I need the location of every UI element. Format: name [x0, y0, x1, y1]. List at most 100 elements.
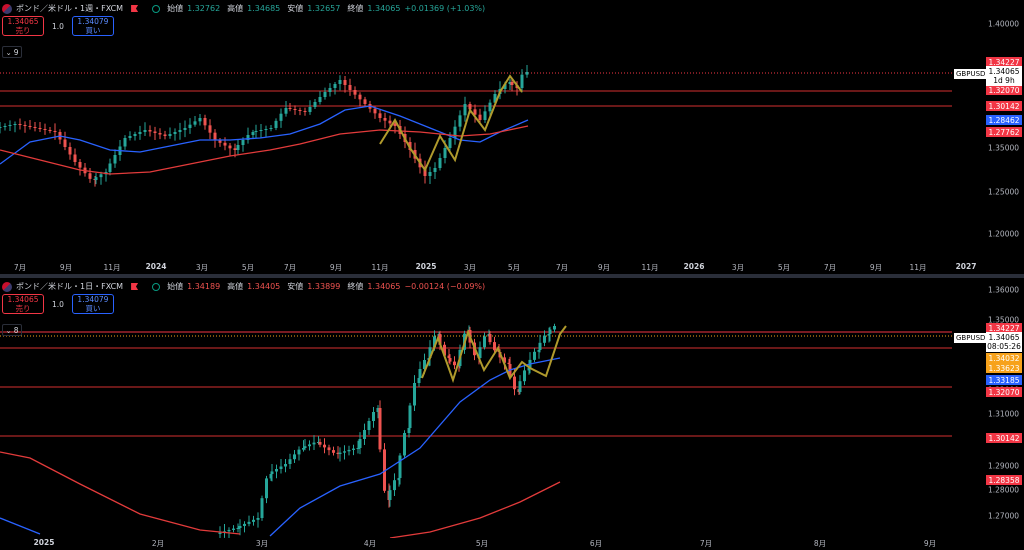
time-tick-label: 2025	[415, 262, 437, 271]
price-axis[interactable]: 1.40000 1.35000 1.25000 1.20000 1.34227 1.320…	[952, 0, 1024, 274]
candle-body	[503, 357, 506, 363]
candle-body	[318, 97, 322, 102]
candle-body	[533, 351, 536, 360]
candle-body	[488, 102, 492, 112]
time-tick-label: 5月	[475, 539, 489, 548]
time-tick-label: 5月	[507, 263, 521, 272]
candle-body	[23, 125, 27, 126]
candle-body	[383, 118, 387, 121]
sell-price: 1.34065	[7, 295, 39, 304]
flag-marker-icon[interactable]	[131, 5, 139, 12]
price-level-tag[interactable]: 1.34032	[986, 353, 1022, 363]
price-level-tag[interactable]: 1.27762	[986, 127, 1022, 137]
candle-body	[163, 134, 167, 136]
ohlc-low-label: 安値	[287, 282, 304, 291]
price-level-tag[interactable]: 1.28462	[986, 115, 1022, 125]
daily-candles-chart[interactable]	[0, 278, 952, 538]
sell-button[interactable]: 1.34065 売り	[2, 294, 44, 314]
candle-body	[418, 369, 422, 378]
candle-body	[447, 355, 451, 358]
price-level-tag[interactable]: 1.33185	[986, 375, 1022, 385]
time-tick-label: 2024	[145, 262, 167, 271]
candle-body	[158, 133, 162, 135]
candle-body	[448, 138, 452, 148]
time-axis[interactable]: 2025 2月 3月 4月 5月 6月 7月 8月 9月	[0, 538, 952, 550]
sell-button[interactable]: 1.34065 売り	[2, 16, 44, 36]
moving-average-slow	[0, 451, 241, 535]
ohlc-high-label: 高値	[227, 282, 244, 291]
candle-body	[243, 523, 246, 526]
candle-body	[188, 124, 192, 128]
candle-body	[378, 113, 382, 118]
buy-button[interactable]: 1.34079 買い	[71, 294, 114, 314]
candle-body	[358, 439, 362, 448]
candle-body	[218, 140, 222, 143]
candle-body	[443, 148, 447, 158]
candle-body	[302, 448, 305, 450]
price-tick-label: 1.31000	[988, 409, 1020, 419]
buy-button[interactable]: 1.34079 買い	[71, 16, 114, 36]
candle-body	[43, 129, 47, 130]
moving-average-fast	[0, 517, 41, 535]
price-level-tag[interactable]: 1.28358	[986, 475, 1022, 485]
price-level-tag[interactable]: 1.32070	[986, 85, 1022, 95]
candle-body	[443, 344, 446, 356]
ohlc-high-value: 1.34685	[247, 4, 281, 13]
price-level-tag[interactable]: 1.34227	[986, 57, 1022, 67]
symbol-title[interactable]: ポンド／米ドル・1日・FXCM	[16, 282, 124, 291]
symbol-title[interactable]: ポンド／米ドル・1週・FXCM	[16, 4, 124, 13]
candle-body	[94, 177, 98, 180]
candle-body	[348, 85, 352, 90]
sell-label: 売り	[15, 26, 31, 35]
flag-marker-icon[interactable]	[131, 283, 139, 290]
time-tick-label: 3月	[731, 263, 745, 272]
price-level-tag[interactable]: 1.30142	[986, 433, 1022, 443]
candle-body	[428, 347, 432, 358]
current-price-tag: 1.34065 08:05:26	[986, 332, 1022, 352]
candle-body	[293, 109, 297, 110]
price-level-tag[interactable]: 1.32070	[986, 387, 1022, 397]
ohlc-close-label: 終値	[347, 282, 364, 291]
candle-body	[356, 448, 360, 449]
time-axis[interactable]: 7月 9月 11月 2024 3月 5月 7月 9月 11月 2025 3月 5月 7月 9月 11月 202…	[0, 262, 977, 274]
candle-body	[168, 134, 172, 136]
buy-price: 1.34079	[77, 17, 109, 26]
symbol-tag: GBPUSD	[954, 69, 988, 79]
indicators-toggle-button[interactable]: ⌄ 8	[2, 324, 22, 336]
candle-body	[78, 162, 82, 168]
candle-body	[236, 528, 240, 529]
candle-body	[483, 336, 486, 348]
candle-body	[0, 127, 2, 128]
price-level-tag[interactable]: 1.33623	[986, 363, 1022, 373]
candle-body	[358, 94, 362, 100]
price-level-tag[interactable]: 1.34227	[986, 323, 1022, 333]
spread-value: 1.0	[52, 21, 64, 31]
candle-body	[264, 129, 268, 130]
candle-body	[388, 490, 392, 500]
candle-body	[113, 155, 117, 164]
candle-body	[254, 131, 258, 132]
candle-body	[312, 442, 316, 445]
candle-body	[3, 126, 7, 127]
symbol-tag: GBPUSD	[954, 333, 988, 343]
candle-body	[507, 362, 511, 364]
ohlc-low-label: 安値	[287, 4, 304, 13]
candle-body	[438, 158, 442, 168]
market-open-icon	[152, 282, 161, 291]
sell-price: 1.34065	[7, 17, 39, 26]
candle-body	[232, 528, 235, 530]
candle-body	[518, 381, 522, 392]
pane-separator[interactable]	[0, 274, 1024, 278]
price-level-tag[interactable]: 1.30142	[986, 101, 1022, 111]
price-axis[interactable]: 1.360001.350001.320001.310001.300001.290…	[952, 278, 1024, 550]
weekly-chart-pane[interactable]: ポンド／米ドル・1週・FXCM 始値 1.32762 高値 1.34685 安値 1.…	[0, 0, 1024, 274]
daily-chart-pane[interactable]: ポンド／米ドル・1日・FXCM 始値 1.34189 高値 1.34405 安値 1.…	[0, 278, 1024, 550]
price-tick-label: 1.27000	[988, 511, 1020, 521]
weekly-candles-chart[interactable]	[0, 0, 952, 262]
candle-body	[553, 326, 556, 330]
candle-body	[260, 498, 264, 518]
candle-body	[508, 82, 512, 84]
indicators-toggle-button[interactable]: ⌄ 9	[2, 46, 22, 58]
time-tick-label: 3月	[463, 263, 477, 272]
price-tick-label: 1.35000	[988, 143, 1020, 153]
